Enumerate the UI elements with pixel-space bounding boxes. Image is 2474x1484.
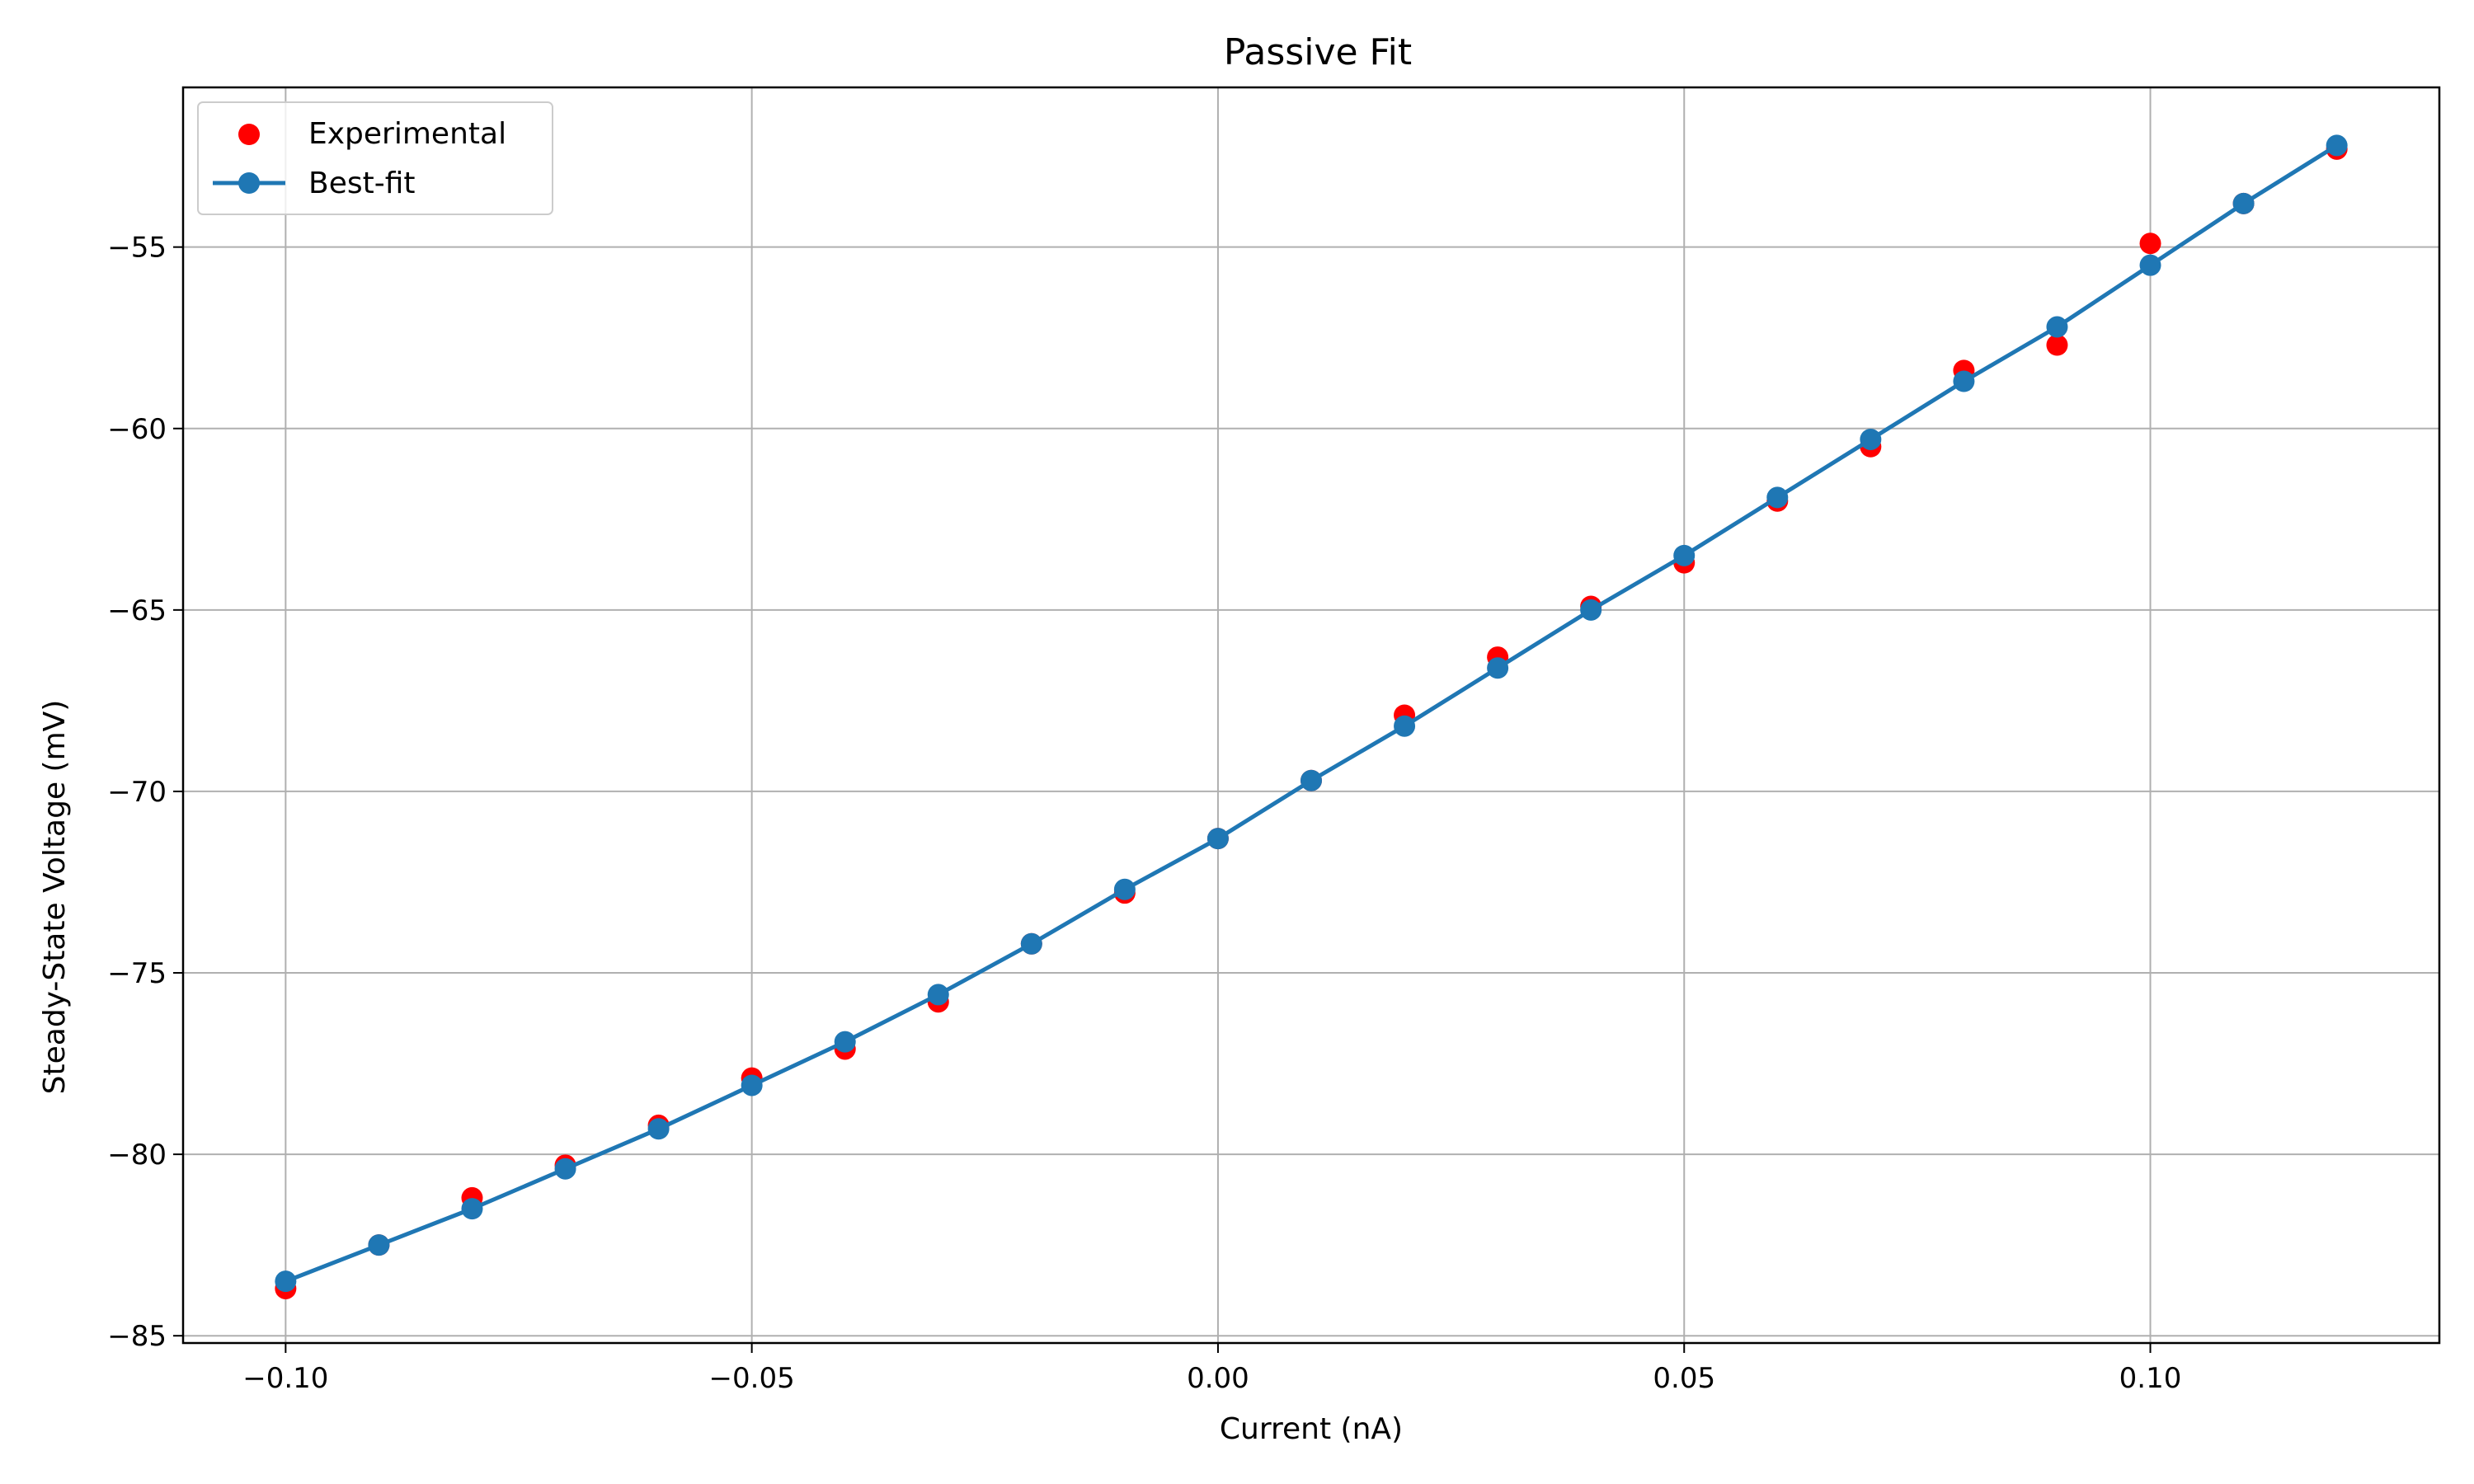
- best-fit-point: [2232, 192, 2255, 214]
- best-fit-point: [1020, 932, 1042, 955]
- legend-experimental-dot: [238, 124, 260, 145]
- x-tick-label: 0.05: [1653, 1362, 1715, 1395]
- x-tick-label: 0.10: [2119, 1362, 2182, 1395]
- best-fit-point: [1206, 828, 1229, 850]
- grid: [183, 87, 2439, 1343]
- best-fit-point: [1580, 599, 1602, 621]
- best-fit-point: [1300, 769, 1322, 791]
- chart-title: Passive Fit: [1224, 31, 1412, 73]
- legend-best-fit-dot: [238, 172, 260, 194]
- plot-frame: [181, 86, 2441, 1345]
- experimental-point: [2046, 334, 2068, 356]
- y-tick-label: −70: [107, 776, 167, 809]
- best-fit-point: [275, 1270, 297, 1293]
- best-fit-point: [1394, 715, 1416, 737]
- legend-marker-experimental: [238, 124, 260, 145]
- legend-marker-best-fit: [213, 172, 285, 194]
- best-fit-point: [368, 1234, 390, 1256]
- experimental-point: [2139, 232, 2161, 255]
- legend-box: [197, 101, 553, 215]
- y-axis-ticks: −85 −80 −75 −70 −65 −60 −55: [107, 232, 183, 1353]
- x-tick-label: −0.10: [242, 1362, 328, 1395]
- best-fit-point: [461, 1198, 483, 1220]
- x-axis-label: Current (nA): [1220, 1412, 1403, 1446]
- best-fit-point: [834, 1031, 856, 1053]
- best-fit-point: [1113, 878, 1136, 900]
- x-axis-ticks: −0.10 −0.05 0.00 0.05 0.10: [242, 1343, 2181, 1395]
- y-tick-label: −80: [107, 1139, 167, 1172]
- best-fit-point: [2139, 254, 2161, 276]
- best-fit-point: [1860, 428, 1882, 450]
- best-fit-point: [741, 1074, 763, 1097]
- best-fit-point: [1487, 657, 1509, 679]
- legend-label-experimental: Experimental: [308, 117, 506, 151]
- y-tick-label: −55: [107, 232, 167, 265]
- best-fit-point: [1953, 370, 1975, 392]
- best-fit-point: [647, 1118, 670, 1140]
- best-fit-point: [1673, 544, 1696, 566]
- x-tick-label: −0.05: [709, 1362, 795, 1395]
- best-fit-point: [1766, 486, 1789, 509]
- best-fit-point: [554, 1158, 576, 1180]
- x-tick-label: 0.00: [1187, 1362, 1249, 1395]
- y-tick-label: −60: [107, 413, 167, 446]
- best-fit-point: [2046, 316, 2068, 338]
- legend-label-best-fit: Best-fit: [308, 167, 416, 200]
- legend: Experimental Best-fit: [197, 101, 553, 215]
- best-fit-point: [2326, 134, 2348, 157]
- plot-series: [275, 134, 2348, 1299]
- y-tick-label: −85: [107, 1320, 167, 1353]
- y-tick-label: −75: [107, 957, 167, 990]
- y-axis-label: Steady-State Voltage (mV): [38, 700, 72, 1095]
- best-fit-point: [927, 984, 949, 1006]
- y-tick-label: −65: [107, 594, 167, 627]
